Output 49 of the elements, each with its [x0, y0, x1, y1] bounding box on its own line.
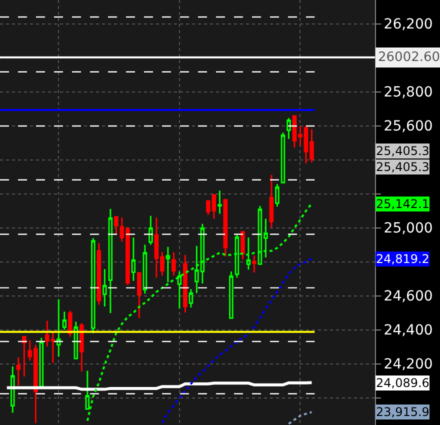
- text: 24,089.6: [376, 376, 430, 390]
- y-tick-label: 25,800: [384, 84, 433, 101]
- candlestick: [172, 252, 176, 276]
- line-series: [288, 411, 313, 425]
- candlestick: [22, 336, 26, 378]
- candlestick: [16, 356, 21, 386]
- candlestick: [246, 236, 251, 270]
- candlestick: [286, 117, 291, 140]
- candlestick: [108, 208, 113, 314]
- candlestick: [223, 199, 228, 258]
- candlestick: [80, 322, 84, 372]
- text: 25,405.3: [376, 160, 430, 174]
- candlestick: [252, 254, 256, 274]
- candlestick: [188, 288, 194, 308]
- y-tick-label: 25,600: [384, 118, 433, 135]
- line-series: [5, 381, 314, 391]
- line-series: [86, 202, 313, 422]
- candlestick: [96, 242, 102, 306]
- candlestick: [177, 270, 182, 310]
- candlestick: [240, 231, 245, 260]
- candlestick: [269, 174, 274, 228]
- candlestick: [91, 237, 96, 334]
- y-tick-label: 25,000: [384, 220, 433, 237]
- candlestick: [234, 234, 240, 278]
- y-tick-label: 24,400: [384, 322, 433, 339]
- text: 25,142.1: [376, 197, 430, 211]
- text: 24,819.2: [376, 252, 430, 266]
- candlestick: [166, 246, 170, 283]
- candlestick: [102, 268, 107, 308]
- text: 25,405.3: [376, 144, 430, 158]
- candlestick: [56, 298, 61, 358]
- candlestick: [275, 183, 280, 208]
- ref-line-label: 26002.60: [378, 50, 440, 65]
- candlestick: [183, 254, 188, 314]
- candlestick: [68, 310, 72, 338]
- candlestick: [142, 244, 148, 294]
- candlestick: [229, 270, 234, 319]
- candlestick: [137, 272, 142, 319]
- candlestick: [280, 132, 286, 184]
- y-tick-label: 24,200: [384, 356, 433, 373]
- line-series: [161, 258, 313, 424]
- y-tick-label: 24,600: [384, 288, 433, 305]
- candlestick: [62, 310, 67, 331]
- text: 23,915.9: [376, 405, 430, 419]
- candlestick: [218, 190, 222, 214]
- y-tick-label: 26,200: [384, 16, 433, 33]
- candlestick: [10, 366, 15, 414]
- candlestick: [131, 236, 136, 282]
- candlestick: [148, 215, 153, 246]
